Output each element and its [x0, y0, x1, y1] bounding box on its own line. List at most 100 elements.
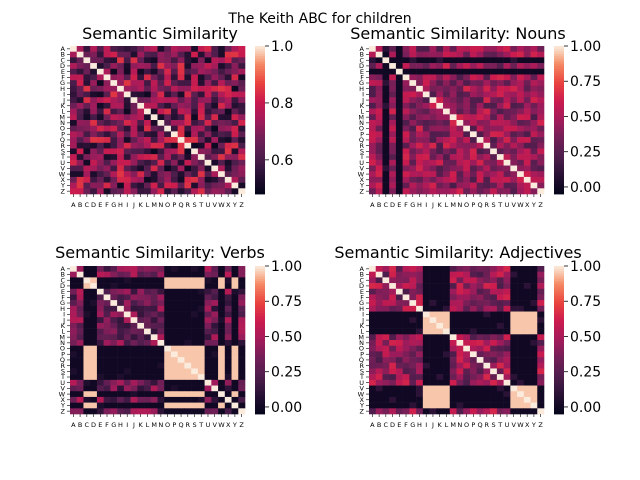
heatmap-cell — [197, 154, 205, 161]
heatmap-cell — [476, 97, 484, 104]
heatmap-cell — [369, 131, 377, 138]
heatmap-cell — [224, 137, 232, 144]
y-tick-label: S — [61, 148, 65, 156]
heatmap-cell — [218, 46, 226, 52]
heatmap-cell — [530, 91, 538, 98]
heatmap-cell — [463, 148, 471, 155]
x-tick-label: K — [139, 201, 144, 209]
heatmap-cell — [476, 322, 484, 329]
heatmap-cell — [443, 148, 451, 155]
heatmap-cell — [231, 91, 239, 98]
heatmap-cell — [517, 176, 525, 183]
heatmap-cell — [429, 114, 437, 121]
heatmap-cell — [218, 328, 226, 335]
heatmap-cell — [469, 317, 477, 324]
heatmap-cell — [369, 357, 377, 364]
heatmap-cell — [537, 120, 545, 126]
heatmap-cell — [204, 277, 212, 284]
heatmap-cell — [123, 85, 131, 92]
heatmap-cell — [164, 317, 172, 324]
heatmap-cell — [449, 283, 457, 290]
heatmap-cell — [184, 97, 192, 104]
y-tick-label: J — [361, 316, 364, 324]
heatmap-cell — [429, 340, 437, 346]
heatmap-cell — [103, 328, 111, 335]
heatmap-cell — [517, 408, 525, 415]
heatmap-cell — [456, 102, 464, 109]
heatmap-cell — [530, 137, 538, 144]
x-tick-label: L — [445, 421, 449, 429]
heatmap-cell — [395, 408, 403, 415]
heatmap-cell — [123, 408, 131, 415]
colorbar-segment — [554, 95, 564, 99]
heatmap-cell — [177, 85, 185, 92]
heatmap-cell — [422, 102, 430, 109]
heatmap-cell — [90, 63, 98, 70]
colorbar-segment — [554, 295, 564, 299]
heatmap-cell — [503, 294, 511, 301]
colorbar-segment — [255, 349, 265, 353]
y-tick-label: P — [61, 130, 65, 138]
heatmap-cell — [517, 159, 525, 166]
heatmap-cell — [137, 188, 145, 195]
heatmap-cell — [164, 294, 172, 301]
colorbar-segment — [255, 85, 265, 89]
heatmap-cell — [517, 148, 525, 155]
heatmap-cell — [83, 317, 91, 324]
heatmap-cell — [137, 171, 145, 178]
heatmap-cell — [503, 402, 511, 409]
heatmap-cell — [211, 131, 219, 138]
y-tick-label: U — [359, 159, 364, 167]
heatmap-cell — [70, 328, 78, 335]
heatmap-cell — [70, 85, 78, 92]
heatmap-cell — [375, 63, 383, 70]
heatmap-cell — [395, 171, 403, 178]
heatmap-cell — [137, 108, 145, 115]
heatmap-cell — [449, 271, 457, 278]
heatmap-cell — [443, 159, 451, 166]
heatmap-cell — [150, 46, 158, 52]
heatmap-cell — [476, 317, 484, 324]
heatmap-cell — [204, 266, 212, 272]
heatmap-cell — [409, 305, 417, 312]
heatmap-cell — [144, 120, 152, 126]
x-tick-label: C — [85, 421, 90, 429]
heatmap-cell — [375, 182, 383, 189]
heatmap-cell — [382, 125, 390, 132]
heatmap-cell — [76, 283, 84, 290]
heatmap-cell — [90, 408, 98, 415]
heatmap-cell — [76, 328, 84, 335]
heatmap-cell — [170, 154, 178, 161]
x-tick-label: L — [146, 201, 150, 209]
colorbar-segment — [554, 75, 564, 79]
heatmap-cell — [83, 368, 91, 375]
heatmap-cell — [144, 63, 152, 70]
heatmap-cell — [231, 51, 239, 58]
heatmap-cell — [76, 271, 84, 278]
heatmap-cell — [157, 188, 165, 195]
x-tick-label: U — [505, 201, 510, 209]
heatmap-title: Semantic Similarity: Adjectives — [334, 243, 581, 262]
heatmap-cell — [123, 357, 131, 364]
heatmap-cell — [96, 311, 104, 318]
heatmap-cell — [170, 362, 178, 369]
colorbar-segment — [255, 117, 265, 121]
heatmap-cell — [523, 294, 531, 301]
heatmap-cell — [429, 80, 437, 87]
heatmap-cell — [422, 46, 430, 52]
heatmap-cell — [369, 188, 377, 195]
heatmap-cell — [191, 182, 199, 189]
heatmap-cell — [83, 288, 91, 295]
heatmap-cell — [177, 294, 185, 301]
heatmap-cell — [224, 114, 232, 121]
heatmap-cell — [503, 137, 511, 144]
heatmap-cell — [83, 351, 91, 358]
heatmap-cell — [117, 334, 125, 341]
heatmap-cell — [476, 294, 484, 301]
heatmap-cell — [110, 137, 118, 144]
heatmap-cell — [90, 305, 98, 312]
heatmap-cell — [110, 374, 118, 381]
heatmap-cell — [517, 305, 525, 312]
heatmap-cell — [483, 305, 491, 312]
colorbar-segment — [554, 409, 564, 412]
